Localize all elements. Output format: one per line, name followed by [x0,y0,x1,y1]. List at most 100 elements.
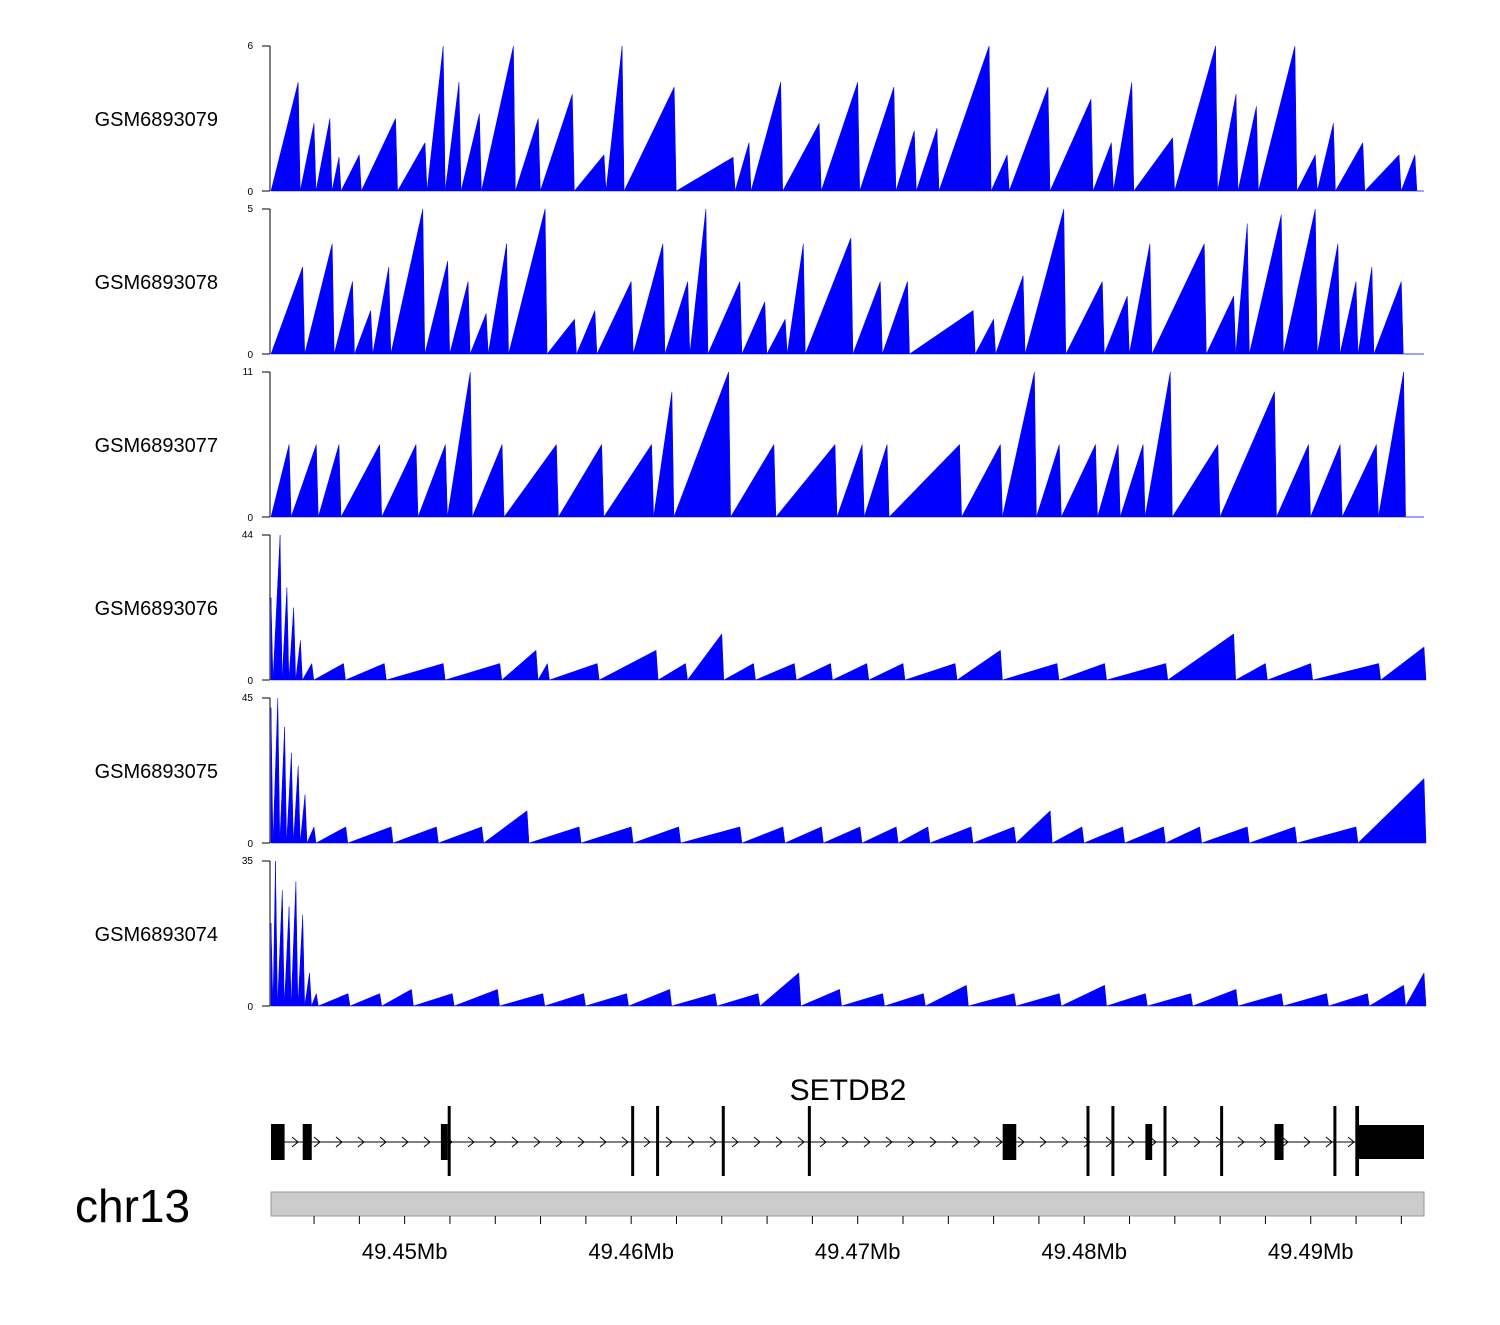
coverage-area [270,371,1424,518]
strand-arrow [577,1136,585,1148]
exon [440,1124,448,1160]
strand-arrow [467,1136,475,1148]
exon [1220,1106,1224,1176]
exon [1086,1106,1090,1176]
strand-arrow [1303,1136,1311,1148]
track-GSM6893078: GSM6893078 5 0 [95,204,1424,361]
strand-arrow [1259,1136,1267,1148]
strand-arrow [643,1136,651,1148]
exon [721,1106,725,1176]
exon [807,1106,811,1176]
strand-arrow [885,1136,893,1148]
strand-arrow [1237,1136,1245,1148]
coverage-area [270,45,1424,192]
strand-arrow [335,1136,343,1148]
strand-arrow [511,1136,519,1148]
x-tick-label: 49.49Mb [1268,1239,1354,1264]
y-max-label: 5 [247,204,253,215]
y-max-label: 6 [247,41,253,52]
y-max-label: 35 [242,856,254,867]
strand-arrow [533,1136,541,1148]
strand-arrow [841,1136,849,1148]
exon [1333,1106,1337,1176]
strand-arrow [951,1136,959,1148]
strand-arrow [1061,1136,1069,1148]
strand-arrow [401,1136,409,1148]
exon [1002,1124,1017,1160]
strand-arrow [731,1136,739,1148]
track-GSM6893076: GSM6893076 44 0 [95,530,1427,687]
strand-arrow [863,1136,871,1148]
strand-arrow [1083,1136,1091,1148]
strand-arrow [379,1136,387,1148]
chromosome-ideogram-bar [270,1191,1425,1217]
y-max-label: 45 [242,693,254,704]
y-min-label: 0 [247,1002,253,1013]
coverage-tracks: GSM689307960GSM689307850GSM6893077110GSM… [95,41,1427,1013]
strand-arrow [357,1136,365,1148]
exon-terminal [1358,1125,1424,1159]
track-label: GSM6893078 [95,272,218,294]
exon [1163,1106,1167,1176]
strand-arrow [489,1136,497,1148]
gene-name-label: SETDB2 [790,1074,907,1107]
gene-annotation-track: SETDB2 [271,1074,1424,1176]
coverage-area [270,697,1427,844]
genome-axis-track: chr13 49.45Mb 49.46Mb 49.47Mb 49.48Mb 49.49M… [75,1180,1425,1264]
exon [1145,1124,1153,1160]
exon-boundary [1355,1106,1359,1176]
strand-arrow [1017,1136,1025,1148]
exon [1274,1124,1284,1160]
axis-ticks: 49.45Mb 49.46Mb 49.47Mb 49.48Mb 49.49Mb [313,1216,1402,1264]
track-label: GSM6893077 [95,435,218,457]
strand-arrow [709,1136,717,1148]
y-max-label: 11 [243,367,254,378]
gene-model [271,1106,1424,1176]
strand-arrow [797,1136,805,1148]
coverage-area [270,534,1427,681]
x-tick-label: 49.45Mb [362,1239,448,1264]
exon [302,1124,312,1160]
strand-arrow [973,1136,981,1148]
strand-arrow [995,1136,1003,1148]
strand-arrow [819,1136,827,1148]
x-tick-label: 49.47Mb [815,1239,901,1264]
strand-arrow [687,1136,695,1148]
y-min-label: 0 [247,676,253,687]
chromosome-label: chr13 [75,1180,190,1232]
exon [1111,1106,1115,1176]
strand-arrow [665,1136,673,1148]
strand-arrow [1127,1136,1135,1148]
strand-arrow [1193,1136,1201,1148]
exon [447,1106,451,1176]
strand-arrow [929,1136,937,1148]
track-GSM6893075: GSM6893075 45 0 [95,693,1427,850]
exon [631,1106,635,1176]
coverage-area [270,208,1424,355]
y-min-label: 0 [247,350,253,361]
strand-arrow [1039,1136,1047,1148]
strand-arrow [423,1136,431,1148]
y-max-label: 44 [242,530,254,541]
strand-arrow [907,1136,915,1148]
track-label: GSM6893074 [95,924,218,946]
strand-arrow [1325,1136,1333,1148]
x-tick-label: 49.46Mb [588,1239,674,1264]
strand-arrow [1347,1136,1355,1148]
strand-arrow [621,1136,629,1148]
track-GSM6893079: GSM6893079 6 0 [95,41,1424,198]
y-min-label: 0 [247,513,253,524]
x-tick-label: 49.48Mb [1041,1239,1127,1264]
strand-arrow [291,1136,299,1148]
strand-arrow [599,1136,607,1148]
track-GSM6893074: GSM6893074 35 0 [95,856,1427,1013]
strand-arrow [753,1136,761,1148]
strand-arrow [313,1136,321,1148]
strand-arrow [775,1136,783,1148]
exon [271,1124,285,1160]
track-GSM6893077: GSM6893077 11 0 [95,367,1424,524]
strand-arrow [1171,1136,1179,1148]
y-min-label: 0 [247,187,253,198]
